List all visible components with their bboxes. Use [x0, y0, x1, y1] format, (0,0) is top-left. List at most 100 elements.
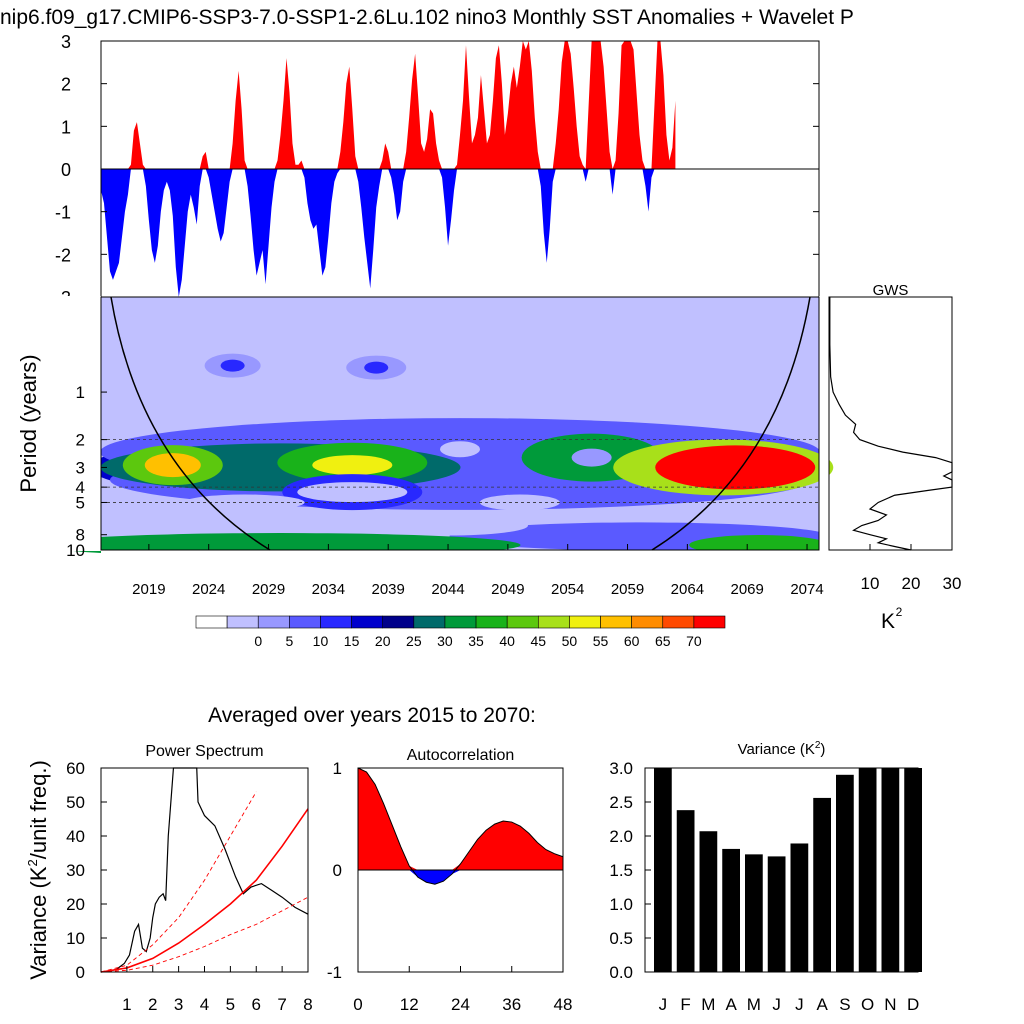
colorbar-swatch [537, 615, 570, 629]
spectrum-xtick-label: 2 [148, 995, 157, 1014]
colorbar-label: 60 [624, 633, 640, 649]
variance-bar [790, 843, 809, 972]
wavelet-xtick-label: 2054 [551, 581, 584, 598]
wavelet-ytick-label: 8 [76, 526, 85, 545]
autocorr-xtick-label: 0 [353, 995, 362, 1014]
wavelet-xtick-label: 2074 [790, 581, 823, 598]
wavelet-frame [100, 296, 820, 551]
wavelet-contour [312, 455, 393, 476]
autocorr-xtick-label: 36 [502, 995, 521, 1014]
colorbar-label: 45 [531, 633, 547, 649]
colorbar-swatch [693, 615, 726, 629]
wavelet-mask-left [0, 296, 101, 551]
wavelet-xtick-label: 2059 [611, 581, 644, 598]
wavelet-contour [655, 445, 816, 490]
colorbar-label: 25 [406, 633, 422, 649]
autocorr-positive-area [358, 768, 563, 870]
sst-negative-area [101, 169, 676, 297]
wavelet-xtick-label: 2024 [192, 581, 225, 598]
gws-xlabel: K [881, 610, 895, 633]
sst-ytick-label: 3 [61, 32, 71, 52]
wavelet-contour [368, 515, 529, 536]
spectrum-ytick-label: 50 [66, 793, 85, 812]
wavelet-xtick-label: 2049 [491, 581, 524, 598]
wavelet-xtick-label: 2064 [671, 581, 704, 598]
variance-ytick-label: 0.5 [609, 929, 633, 948]
wavelet-ytick-label: 5 [76, 493, 85, 512]
variance-ytick-label: 1.5 [609, 861, 633, 880]
colorbar-swatch [382, 615, 415, 629]
autocorr-xtick-label: 12 [400, 995, 419, 1014]
colorbar-label: 50 [562, 633, 578, 649]
spectrum-xtick-label: 3 [174, 995, 183, 1014]
spectrum-xtick-label: 4 [200, 995, 209, 1014]
gws-xlabel-superscript: 2 [896, 605, 903, 619]
colorbar-label: 30 [437, 633, 453, 649]
wavelet-xtick-label: 2034 [312, 581, 345, 598]
autocorr-xtick-label: 24 [451, 995, 470, 1014]
wavelet-ylabel: Period (years) [16, 354, 41, 492]
variance-bar [858, 768, 877, 972]
variance-xtick-label: F [680, 995, 690, 1014]
wavelet-ytick-label: 1 [76, 383, 85, 402]
gws-line [829, 297, 953, 551]
variance-xtick-label: J [772, 995, 781, 1014]
wavelet-xtick-label: 2069 [731, 581, 764, 598]
variance-xtick-label: J [659, 995, 668, 1014]
wavelet-xtick-label: 2029 [252, 581, 285, 598]
variance-bar [654, 768, 672, 972]
colorbar-swatch [351, 615, 384, 629]
wavelet-contour [571, 448, 612, 467]
wavelet-contour [220, 359, 245, 372]
autocorr-xtick-label: 48 [554, 995, 573, 1014]
wavelet-ytick-label: 3 [76, 458, 85, 477]
variance-ytick-label: 2.5 [609, 793, 633, 812]
colorbar-swatch [226, 615, 259, 629]
autocorr-line [357, 767, 564, 885]
sst-ytick-label: -1 [55, 203, 71, 223]
sst-ytick-label: 1 [61, 117, 71, 137]
colorbar-swatch [257, 615, 290, 629]
spectrum-ytick-label: 30 [66, 861, 85, 880]
colorbar-label: 65 [655, 633, 671, 649]
variance-ytick-label: 2.0 [609, 827, 633, 846]
spectrum-ytick-label: 40 [66, 827, 85, 846]
variance-ytick-label: 0.0 [609, 963, 633, 982]
spectrum-ytick-label: 60 [66, 759, 85, 778]
wavelet-contour [297, 482, 408, 503]
colorbar-label: 15 [344, 633, 360, 649]
wavelet-contour [440, 441, 480, 458]
variance-bar [676, 810, 695, 972]
variance-bar [722, 848, 740, 972]
wavelet-xtick-label: 2019 [132, 581, 165, 598]
variance-xtick-label: J [795, 995, 804, 1014]
colorbar-swatch [506, 615, 539, 629]
variance-bar [699, 831, 718, 972]
spectrum-line-solid-black [100, 767, 309, 973]
variance-bar [767, 856, 786, 972]
colorbar-label: 10 [313, 633, 329, 649]
wavelet-xtick-label: 2039 [372, 581, 405, 598]
variance-xtick-label: M [701, 995, 715, 1014]
colorbar-swatch [195, 615, 228, 629]
page-title: nip6.f09_g17.CMIP6-SSP3-7.0-SSP1-2.6Lu.1… [0, 6, 854, 29]
spectrum-xtick-label: 7 [277, 995, 286, 1014]
spectrum-xtick-label: 8 [303, 995, 312, 1014]
sst-ytick-label: -2 [55, 245, 71, 265]
wavelet-ytick-label: 2 [76, 431, 85, 450]
averaged-title: Averaged over years 2015 to 2070: [208, 704, 536, 727]
colorbar-swatch [631, 615, 664, 629]
colorbar-swatch [569, 615, 601, 629]
gws-xtick-label: 30 [943, 574, 962, 593]
variance-xtick-label: D [907, 995, 919, 1014]
colorbar-label: 5 [285, 633, 293, 649]
spectrum-xtick-label: 1 [122, 995, 131, 1014]
sst-positive-area [101, 41, 676, 169]
wavelet-mask-right [819, 296, 829, 551]
cone-of-influence-right [651, 296, 811, 551]
spectrum-line-dashed-red [100, 896, 309, 973]
autocorr-ytick-label: 0 [333, 861, 342, 880]
wavelet-ytick-label: 10 [66, 541, 85, 560]
cone-of-influence-left [110, 296, 271, 551]
